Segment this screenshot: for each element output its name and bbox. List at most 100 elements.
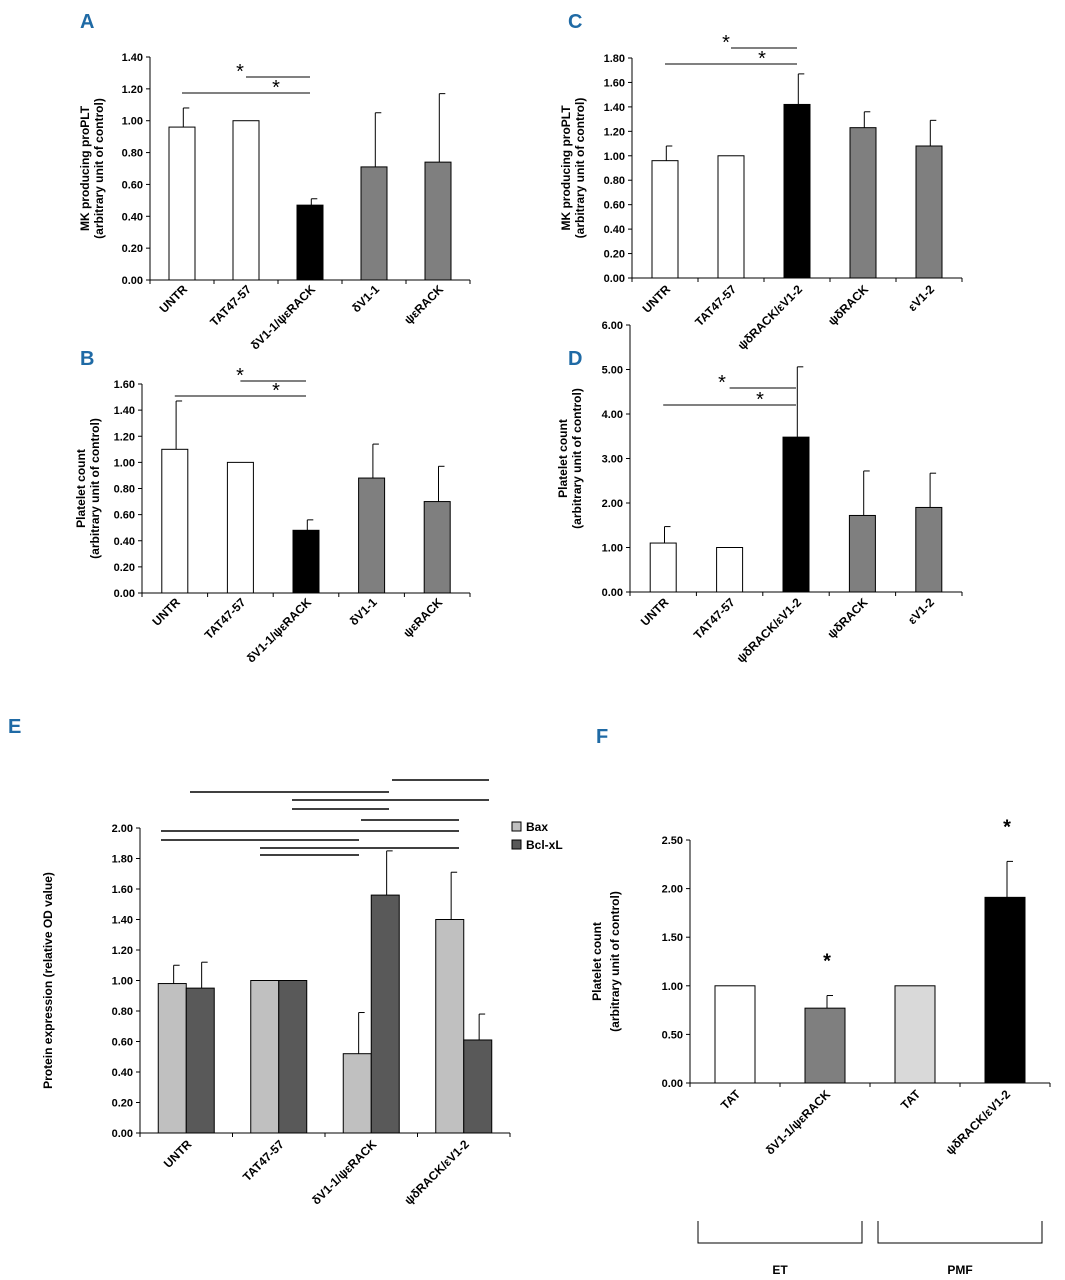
significance-star: * bbox=[722, 32, 730, 54]
x-category-label: TAT47-57 bbox=[207, 282, 254, 329]
y-tick-label: 1.00 bbox=[112, 976, 133, 988]
y-tick-label: 1.00 bbox=[602, 543, 623, 555]
x-category-label: TAT47-57 bbox=[202, 595, 249, 642]
y-tick-label: 0.20 bbox=[122, 243, 143, 255]
y-tick-label: 0.60 bbox=[112, 1037, 133, 1049]
bar bbox=[161, 448, 189, 594]
bar bbox=[232, 120, 260, 281]
x-category-label: δV1-1 bbox=[347, 595, 380, 628]
y-tick-label: 1.60 bbox=[604, 77, 625, 89]
bar bbox=[649, 542, 677, 593]
chart-panel-e: E 0.00 0.20 0.40 0.60 0.80 1.00 1.20 1.40 1.60 1.8… bbox=[8, 716, 563, 1207]
significance-star: * bbox=[272, 380, 280, 402]
y-tick-label: 1.20 bbox=[112, 945, 133, 957]
y-tick-label: 0.40 bbox=[112, 1067, 133, 1079]
bar-bax bbox=[250, 980, 280, 1134]
y-axis-label: (arbitrary unit of control) bbox=[92, 98, 106, 239]
y-tick-label: 1.20 bbox=[114, 431, 135, 443]
x-category-label: TAT47-57 bbox=[692, 282, 739, 329]
panel-letter: F bbox=[596, 726, 608, 748]
y-tick-label: 1.00 bbox=[122, 116, 143, 128]
bar bbox=[894, 985, 936, 1084]
y-axis-label: Platelet count bbox=[74, 449, 88, 528]
y-tick-label: 0.60 bbox=[122, 179, 143, 191]
bar bbox=[848, 514, 876, 593]
y-tick-label: 0.20 bbox=[114, 562, 135, 574]
y-tick-label: 1.80 bbox=[604, 53, 625, 65]
x-category-label: UNTR bbox=[638, 595, 672, 629]
legend-label: Bcl-xL bbox=[526, 838, 563, 852]
y-tick-label: 4.00 bbox=[602, 409, 623, 421]
y-tick-label: 0.00 bbox=[604, 273, 625, 285]
significance-star: * bbox=[1003, 816, 1011, 838]
y-tick-label: 2.00 bbox=[112, 823, 133, 835]
y-axis-label: Platelet count bbox=[556, 419, 570, 498]
bar bbox=[168, 126, 196, 281]
bar bbox=[651, 160, 679, 279]
bar bbox=[296, 204, 324, 281]
group-label: ET bbox=[772, 1263, 788, 1277]
y-axis-label: (arbitrary unit of control) bbox=[608, 891, 622, 1032]
y-tick-label: 2.00 bbox=[602, 498, 623, 510]
bar bbox=[849, 127, 877, 279]
y-tick-label: 0.60 bbox=[604, 200, 625, 212]
chart-panel-b: B 0.00 0.20 0.40 0.60 0.80 1.00 1.20 1.40 1.60 Pla… bbox=[74, 348, 471, 665]
y-tick-label: 1.40 bbox=[114, 405, 135, 417]
significance-star: * bbox=[236, 61, 244, 83]
y-tick-label: 0.80 bbox=[114, 484, 135, 496]
y-tick-label: 0.80 bbox=[604, 175, 625, 187]
x-category-label: δV1-1/ψεRACK bbox=[309, 1137, 379, 1207]
y-tick-label: 0.00 bbox=[662, 1078, 683, 1090]
significance-star: * bbox=[272, 77, 280, 99]
bar bbox=[915, 145, 943, 279]
x-category-label: UNTR bbox=[161, 1137, 195, 1171]
x-category-label: ψδRACK/εV1-2 bbox=[734, 595, 804, 665]
x-category-label: UNTR bbox=[640, 282, 674, 316]
y-tick-label: 1.00 bbox=[662, 981, 683, 993]
x-category-label: εV1-2 bbox=[905, 595, 937, 627]
y-tick-label: 0.20 bbox=[604, 249, 625, 261]
bar bbox=[292, 529, 320, 594]
y-tick-label: 0.00 bbox=[122, 275, 143, 287]
panel-letter: B bbox=[80, 348, 94, 370]
legend-swatch bbox=[511, 839, 522, 850]
y-tick-label: 1.40 bbox=[122, 52, 143, 64]
y-tick-label: 1.50 bbox=[662, 932, 683, 944]
y-axis-label: Platelet count bbox=[590, 922, 604, 1001]
significance-star: * bbox=[823, 951, 831, 973]
x-category-label: εV1-2 bbox=[905, 282, 937, 314]
bar bbox=[915, 506, 943, 593]
significance-star: * bbox=[756, 389, 764, 411]
y-tick-label: 0.40 bbox=[122, 211, 143, 223]
bar-bax bbox=[435, 919, 465, 1134]
y-tick-label: 1.00 bbox=[604, 151, 625, 163]
y-tick-label: 1.60 bbox=[112, 884, 133, 896]
x-category-label: TAT bbox=[898, 1087, 924, 1113]
bar-bcl-xl bbox=[185, 987, 215, 1134]
significance-star: * bbox=[758, 48, 766, 70]
chart-panel-c: C 0.00 0.20 0.40 0.60 0.80 1.00 1.20 1.40 1.60 1.8… bbox=[559, 11, 963, 352]
bar bbox=[783, 103, 811, 279]
x-category-label: δV1-1 bbox=[349, 282, 382, 315]
y-axis-label: (arbitrary unit of control) bbox=[573, 98, 587, 239]
x-category-label: δV1-1/ψεRACK bbox=[763, 1087, 833, 1157]
legend-swatch bbox=[511, 821, 522, 832]
group-bracket bbox=[697, 1221, 863, 1244]
y-tick-label: 5.00 bbox=[602, 365, 623, 377]
significance-star: * bbox=[236, 365, 244, 387]
bar bbox=[423, 501, 451, 594]
y-tick-label: 1.00 bbox=[114, 457, 135, 469]
bar bbox=[424, 161, 452, 281]
bar bbox=[716, 547, 744, 593]
y-tick-label: 1.60 bbox=[114, 379, 135, 391]
y-tick-label: 0.00 bbox=[602, 587, 623, 599]
y-tick-label: 1.20 bbox=[604, 126, 625, 138]
y-axis-label: MK producing proPLT bbox=[559, 105, 573, 231]
x-category-label: ψδRACK/εV1-2 bbox=[735, 282, 805, 352]
group-label: PMF bbox=[947, 1263, 972, 1277]
y-tick-label: 1.20 bbox=[122, 84, 143, 96]
y-tick-label: 6.00 bbox=[602, 320, 623, 332]
y-tick-label: 0.60 bbox=[114, 510, 135, 522]
x-category-label: TAT bbox=[718, 1087, 744, 1113]
y-axis-label: MK producing proPLT bbox=[78, 105, 92, 231]
